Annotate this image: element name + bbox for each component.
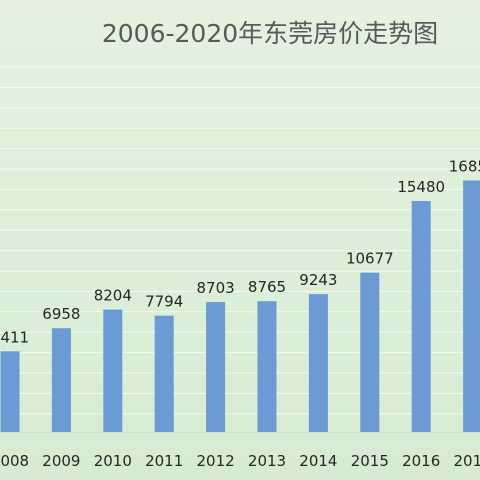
data-label-2014: 9243	[299, 271, 337, 289]
x-tick-2011: 2011	[145, 452, 183, 470]
x-tick-2015: 2015	[351, 452, 389, 470]
data-label-2012: 8703	[197, 279, 235, 297]
bar-2012	[206, 302, 226, 432]
bar-2016	[411, 201, 431, 432]
data-label-2015: 10677	[346, 250, 394, 268]
data-label-2008: 5411	[0, 328, 29, 346]
x-tick-2016: 2016	[402, 452, 440, 470]
data-label-2009: 6958	[42, 305, 80, 323]
bar-2009	[51, 328, 71, 432]
bar-2013	[257, 301, 277, 432]
bar-2014	[308, 294, 328, 432]
data-label-2011: 7794	[145, 293, 183, 311]
bar-2008	[0, 351, 20, 432]
x-tick-2014: 2014	[299, 452, 337, 470]
bar-2015	[360, 272, 380, 432]
x-tick-2012: 2012	[197, 452, 235, 470]
x-tick-2010: 2010	[94, 452, 132, 470]
x-tick-2013: 2013	[248, 452, 286, 470]
data-label-2017: 16850	[449, 158, 480, 176]
bar-2010	[103, 309, 123, 432]
data-label-2016: 15480	[397, 178, 445, 196]
data-label-2013: 8765	[248, 278, 286, 296]
data-label-2010: 8204	[94, 287, 132, 305]
x-tick-2009: 2009	[42, 452, 80, 470]
bar-2011	[154, 315, 174, 432]
chart-title: 2006-2020年东莞房价走势图	[101, 19, 439, 48]
x-tick-2017: 2017	[454, 452, 480, 470]
x-tick-2008: 2008	[0, 452, 29, 470]
bar-2017	[463, 180, 480, 432]
